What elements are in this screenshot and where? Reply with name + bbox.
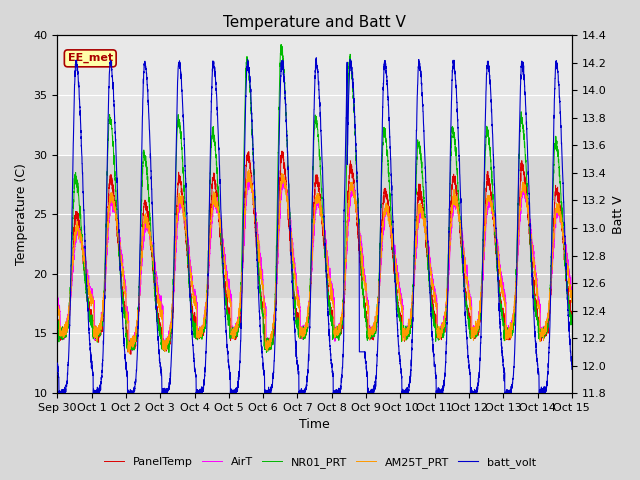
Line: AM25T_PRT: AM25T_PRT — [58, 170, 572, 354]
Y-axis label: Temperature (C): Temperature (C) — [15, 163, 28, 265]
Line: PanelTemp: PanelTemp — [58, 151, 572, 354]
Line: AirT: AirT — [58, 174, 572, 351]
Bar — [58, 155, 572, 298]
Text: EE_met: EE_met — [68, 53, 113, 63]
Legend: PanelTemp, AirT, NR01_PRT, AM25T_PRT, batt_volt: PanelTemp, AirT, NR01_PRT, AM25T_PRT, ba… — [100, 452, 540, 472]
Line: batt_volt: batt_volt — [58, 58, 572, 393]
Line: NR01_PRT: NR01_PRT — [58, 45, 572, 352]
Title: Temperature and Batt V: Temperature and Batt V — [223, 15, 406, 30]
Y-axis label: Batt V: Batt V — [612, 195, 625, 234]
X-axis label: Time: Time — [300, 419, 330, 432]
